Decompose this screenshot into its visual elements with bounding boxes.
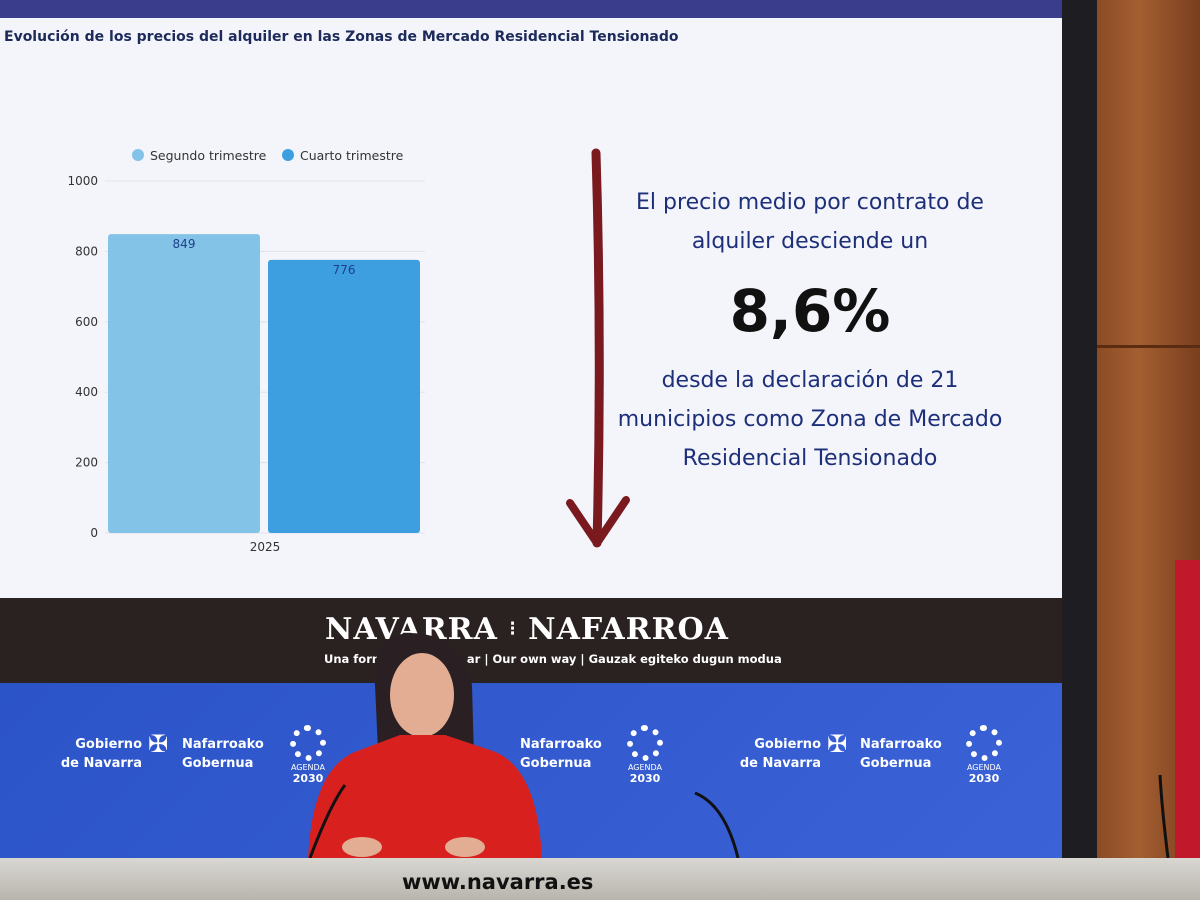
logo-text: Gobierno bbox=[75, 737, 142, 752]
bar-cuarto-trimestre bbox=[268, 259, 420, 533]
logo-text: de Navarra bbox=[739, 756, 821, 771]
y-tick-label: 800 bbox=[75, 244, 98, 258]
speaker-face bbox=[390, 653, 454, 737]
logo-text: Nafarroako bbox=[520, 737, 602, 752]
coat-of-arms-icon: ✠ bbox=[827, 730, 848, 758]
screen-top-band bbox=[0, 0, 1062, 18]
flag bbox=[1175, 560, 1200, 860]
logo-text: Nafarroako bbox=[182, 737, 264, 752]
agenda-ring-icon bbox=[290, 725, 326, 761]
tagline-left: Una form bbox=[324, 652, 384, 666]
speaker-hand bbox=[445, 837, 485, 857]
logo-text: Gobernua bbox=[182, 756, 254, 771]
data-label: 849 bbox=[173, 237, 196, 251]
y-tick-label: 1000 bbox=[67, 174, 98, 188]
gobernua-label: Nafarroako Gobernua bbox=[860, 735, 942, 773]
tagline-right: ar | Our own way | Gauzak egiteko dugun … bbox=[466, 652, 782, 666]
tagline: Una form ar | Our own way | Gauzak egite… bbox=[324, 652, 782, 666]
gobierno-label: Gobierno de Navarra bbox=[58, 735, 142, 773]
gobernua-label: Nafarroako Gobernua bbox=[182, 735, 264, 773]
percentage-value: 8,6% bbox=[729, 277, 891, 345]
microphone bbox=[1158, 774, 1170, 859]
legend-marker bbox=[282, 149, 294, 161]
agenda-ring-icon bbox=[627, 725, 663, 761]
screen-frame bbox=[1062, 0, 1097, 860]
legend-marker bbox=[132, 149, 144, 161]
y-tick-label: 0 bbox=[90, 526, 98, 540]
presentation-slide: Evolución de los precios del alquiler en… bbox=[0, 18, 1062, 598]
bar-chart: 0 200 400 600 800 1000 849 776 2025 Segundo trime… bbox=[67, 148, 425, 554]
agenda-text: AGENDA bbox=[290, 763, 326, 772]
agenda-2030-logo: AGENDA 2030 bbox=[964, 725, 1004, 785]
agenda-text: AGENDA bbox=[966, 763, 1002, 772]
speaker bbox=[308, 633, 740, 860]
speaker-hand bbox=[342, 837, 382, 857]
website-url: www.navarra.es bbox=[402, 870, 594, 894]
agenda-2030-logo: AGENDA 2030 bbox=[625, 725, 665, 785]
agenda-ring-icon bbox=[966, 725, 1002, 761]
brand-band bbox=[0, 598, 1062, 683]
bar-segundo-trimestre bbox=[108, 234, 260, 534]
logo-text: de Navarra bbox=[60, 756, 142, 771]
key-message: El precio medio por contrato de alquiler… bbox=[600, 183, 1020, 478]
logo-text: Nafarroako bbox=[860, 737, 942, 752]
logo-text: Gobierno bbox=[754, 737, 821, 752]
y-tick-label: 400 bbox=[75, 385, 98, 399]
legend-label: Segundo trimestre bbox=[150, 148, 267, 163]
logo-text: Gobernua bbox=[860, 756, 932, 771]
speaker-sweater bbox=[308, 735, 542, 860]
diamond-separator-icon: ⁝ bbox=[509, 616, 517, 640]
agenda-text: AGENDA bbox=[627, 763, 663, 772]
legend-label: Cuarto trimestre bbox=[300, 148, 404, 163]
message-top: El precio medio por contrato de alquiler… bbox=[636, 190, 984, 254]
gobernua-label: Nafarroako Gobernua bbox=[520, 735, 602, 773]
y-tick-label: 200 bbox=[75, 456, 98, 470]
coat-of-arms-icon: ✠ bbox=[148, 730, 169, 758]
y-tick-label: 600 bbox=[75, 315, 98, 329]
data-label: 776 bbox=[333, 263, 356, 277]
agenda-2030-logo: AGENDA 2030 bbox=[288, 725, 328, 785]
wood-joint bbox=[1097, 345, 1200, 348]
message-bottom: desde la declaración de 21 municipios co… bbox=[617, 368, 1003, 471]
microphone bbox=[694, 791, 740, 859]
logo-text: Gobernua bbox=[520, 756, 592, 771]
microphone bbox=[308, 784, 347, 859]
brand-logo: NAVARRA ⁝ NAFARROA bbox=[325, 612, 729, 647]
x-tick-label: 2025 bbox=[250, 540, 281, 554]
chart-title: Evolución de los precios del alquiler en… bbox=[4, 29, 679, 45]
agenda-year: 2030 bbox=[629, 772, 661, 785]
brand-right: NAFARROA bbox=[528, 612, 729, 647]
gobierno-label: Gobierno de Navarra bbox=[737, 735, 821, 773]
down-arrow-icon bbox=[566, 148, 630, 548]
desk bbox=[0, 858, 1200, 900]
agenda-year: 2030 bbox=[292, 772, 324, 785]
agenda-year: 2030 bbox=[968, 772, 1000, 785]
